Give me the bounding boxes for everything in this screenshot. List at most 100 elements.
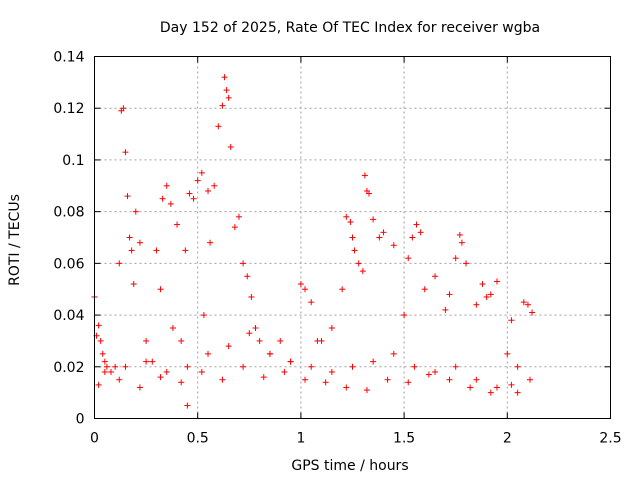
data-point bbox=[390, 242, 397, 249]
data-point bbox=[302, 376, 309, 383]
data-point bbox=[473, 376, 480, 383]
data-point bbox=[328, 325, 335, 331]
data-point bbox=[322, 379, 329, 386]
data-point bbox=[405, 255, 412, 262]
data-point bbox=[417, 229, 424, 236]
data-point bbox=[163, 182, 170, 189]
data-point bbox=[266, 350, 273, 357]
data-point bbox=[153, 247, 160, 254]
data-point bbox=[413, 221, 420, 228]
data-point bbox=[287, 358, 294, 365]
data-point bbox=[442, 306, 449, 313]
y-tick-label: 0 bbox=[76, 412, 85, 428]
data-point bbox=[347, 218, 354, 225]
data-point bbox=[452, 255, 459, 262]
data-points bbox=[91, 74, 536, 409]
data-point bbox=[473, 301, 480, 308]
data-point bbox=[124, 193, 131, 200]
y-tick-label: 0.02 bbox=[53, 360, 84, 376]
data-point bbox=[184, 363, 191, 370]
data-point bbox=[463, 260, 470, 267]
data-point bbox=[246, 330, 253, 337]
data-point bbox=[446, 376, 453, 383]
data-point bbox=[308, 299, 315, 306]
data-point bbox=[101, 368, 108, 375]
data-point bbox=[432, 273, 439, 280]
data-point bbox=[514, 389, 521, 396]
data-point bbox=[163, 368, 170, 375]
data-point bbox=[401, 312, 408, 319]
data-point bbox=[167, 200, 174, 207]
x-tick-label: 1 bbox=[296, 431, 305, 447]
data-point bbox=[130, 281, 137, 288]
data-point bbox=[112, 363, 119, 370]
data-point bbox=[136, 239, 143, 246]
data-point bbox=[432, 368, 439, 375]
data-point bbox=[421, 286, 428, 293]
data-point bbox=[227, 144, 234, 150]
data-point bbox=[328, 368, 335, 375]
data-point bbox=[205, 350, 212, 357]
data-point bbox=[169, 325, 176, 331]
data-point bbox=[221, 74, 228, 81]
data-point bbox=[359, 268, 366, 275]
data-point bbox=[207, 239, 214, 246]
data-point bbox=[116, 376, 123, 383]
data-point bbox=[184, 402, 191, 409]
data-point bbox=[339, 286, 346, 293]
data-point bbox=[248, 293, 255, 300]
data-point bbox=[120, 105, 127, 112]
data-point bbox=[366, 190, 373, 197]
data-point bbox=[384, 376, 391, 383]
data-point bbox=[479, 281, 486, 288]
data-point bbox=[252, 325, 259, 331]
data-point bbox=[483, 293, 490, 300]
data-point bbox=[219, 376, 226, 383]
data-point bbox=[411, 363, 418, 370]
data-point bbox=[493, 384, 500, 391]
data-point bbox=[349, 363, 356, 370]
data-point bbox=[487, 389, 494, 396]
y-tick-label: 0.14 bbox=[53, 50, 84, 66]
data-point bbox=[520, 299, 527, 306]
data-point bbox=[260, 374, 267, 381]
data-point bbox=[231, 224, 238, 231]
data-point bbox=[223, 87, 230, 94]
data-point bbox=[318, 337, 325, 344]
data-point bbox=[108, 368, 115, 375]
data-point bbox=[235, 213, 242, 220]
data-point bbox=[487, 291, 494, 298]
data-point bbox=[308, 363, 315, 370]
data-point bbox=[219, 102, 226, 109]
data-point bbox=[355, 260, 362, 267]
data-point bbox=[244, 273, 251, 280]
tick-labels: 0 0.5 1 1.5 2 2.5 0 0.02 0.04 0.06 0.08 0.1 0.12 0.14 bbox=[53, 50, 621, 447]
data-point bbox=[143, 337, 150, 344]
data-point bbox=[157, 374, 164, 381]
data-point bbox=[351, 247, 358, 254]
data-point bbox=[508, 381, 515, 388]
data-point bbox=[95, 381, 102, 388]
data-point bbox=[504, 350, 511, 357]
data-point bbox=[178, 379, 185, 386]
y-axis-label: ROTI / TECUs bbox=[7, 194, 23, 286]
data-point bbox=[132, 208, 139, 215]
data-point bbox=[240, 363, 247, 370]
data-point bbox=[186, 190, 193, 197]
x-tick-label: 0 bbox=[90, 431, 99, 447]
data-point bbox=[405, 379, 412, 386]
y-tick-label: 0.08 bbox=[53, 205, 84, 221]
data-point bbox=[198, 169, 205, 176]
data-point bbox=[370, 358, 377, 365]
y-tick-label: 0.06 bbox=[53, 256, 84, 272]
data-point bbox=[194, 177, 201, 184]
chart-title: Day 152 of 2025, Rate Of TEC Index for r… bbox=[160, 20, 540, 36]
x-tick-label: 2.5 bbox=[599, 431, 621, 447]
grid-lines bbox=[94, 56, 611, 419]
data-point bbox=[277, 337, 284, 344]
data-point bbox=[95, 322, 102, 329]
data-point bbox=[467, 384, 474, 391]
data-point bbox=[297, 281, 304, 288]
data-point bbox=[182, 247, 189, 254]
data-point bbox=[376, 234, 383, 241]
